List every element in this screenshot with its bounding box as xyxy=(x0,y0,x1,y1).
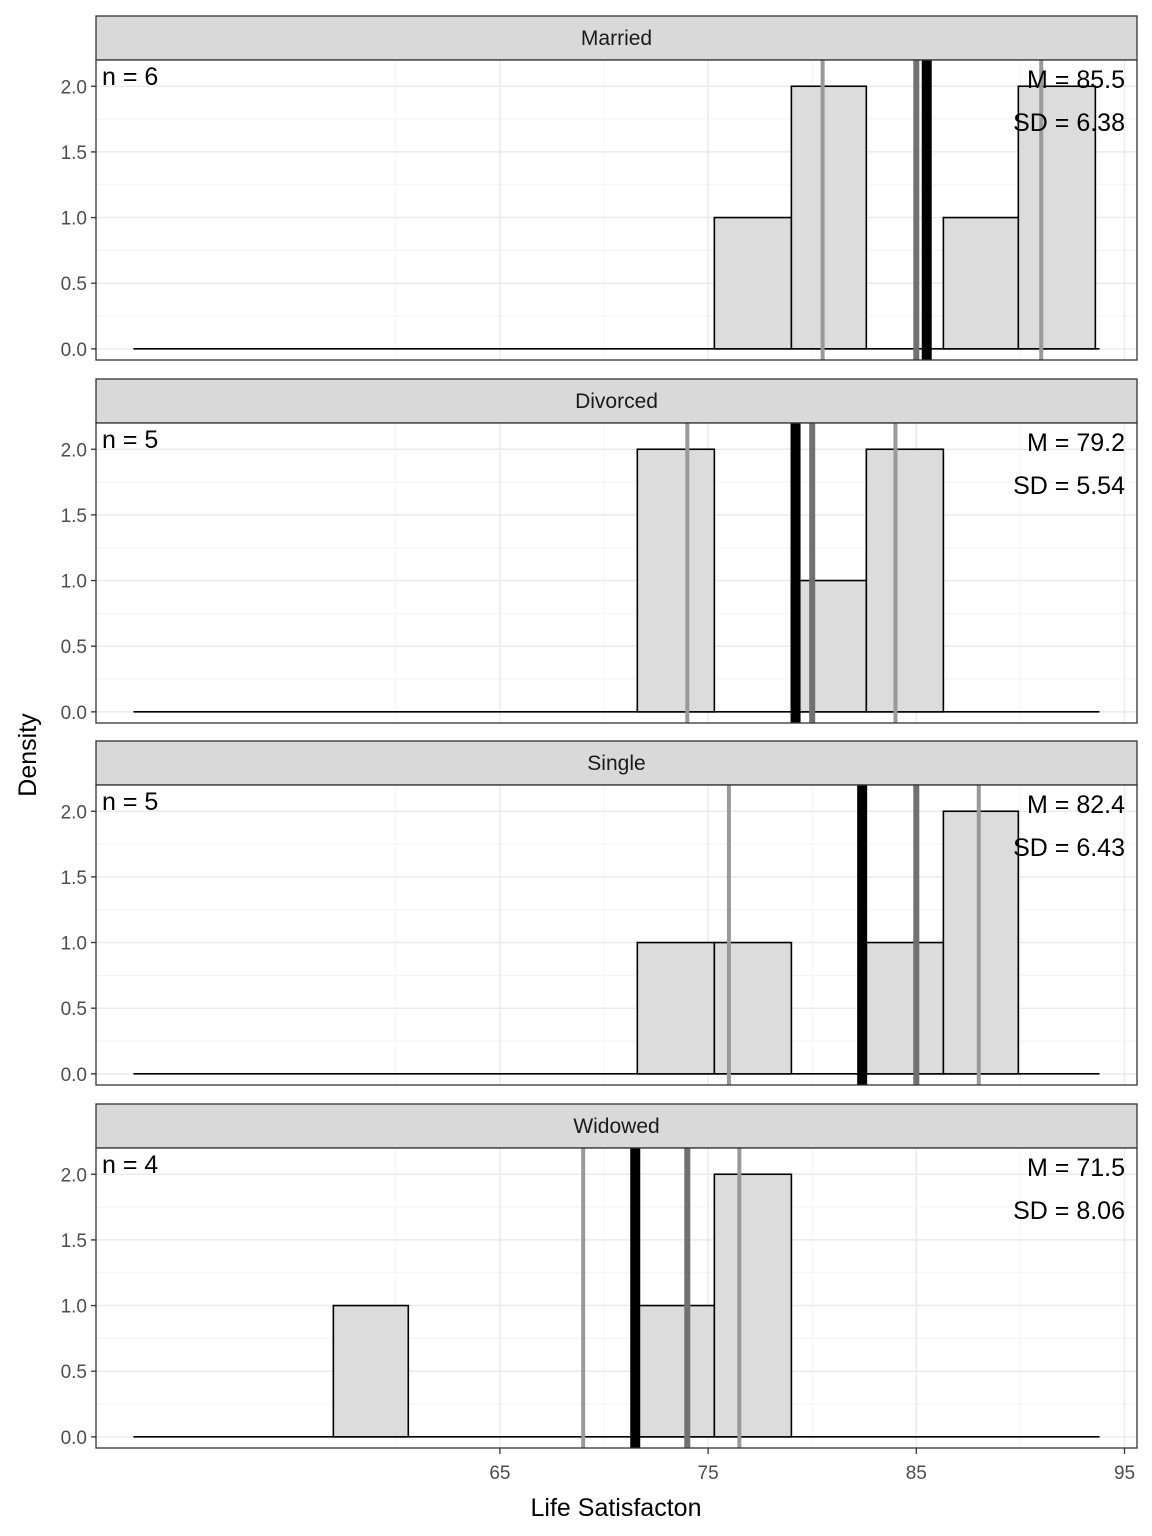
y-tick-label: 1.5 xyxy=(61,868,87,889)
panel-background xyxy=(96,1148,1137,1448)
y-tick-label: 2.0 xyxy=(61,440,87,461)
y-tick-label: 2.0 xyxy=(61,1165,87,1186)
facet-strip xyxy=(95,1103,1138,1149)
y-tick-label: 0.5 xyxy=(61,274,87,295)
histogram-bar xyxy=(636,448,716,713)
mean-annotation: M = 71.5 xyxy=(1027,1154,1125,1182)
x-axis-title: Life Satisfacton xyxy=(531,1494,702,1522)
histogram-bar xyxy=(332,1304,410,1438)
histogram-bar xyxy=(865,448,945,713)
y-tick-label: 0.5 xyxy=(61,999,87,1020)
mean-annotation: M = 85.5 xyxy=(1027,66,1125,94)
y-tick-label: 1.0 xyxy=(61,572,87,593)
n-annotation: n = 6 xyxy=(102,63,158,91)
y-tick-label: 0.5 xyxy=(61,1362,87,1383)
facet-strip-label: Single xyxy=(587,752,645,775)
facet-strip xyxy=(95,378,1138,424)
y-tick-label: 0.0 xyxy=(61,1065,87,1086)
histogram-bar xyxy=(636,1304,716,1438)
histogram-bar xyxy=(790,85,868,350)
sd-annotation: SD = 8.06 xyxy=(1013,1197,1125,1225)
y-tick-label: 1.5 xyxy=(61,1231,87,1252)
y-tick-label: 0.5 xyxy=(61,637,87,658)
facet-panel-widowed: Widowed n = 4 M = 71.5 SD = 8.06 0.0 0.5 1.0 1.… xyxy=(61,1103,1138,1449)
facet-panel-single: Single n = 5 M = 82.4 SD = 6.43 0.0 0.5 1.0 1.5… xyxy=(61,740,1138,1086)
x-tick-label: 85 xyxy=(906,1463,927,1484)
x-tick-label: 95 xyxy=(1114,1463,1135,1484)
y-tick-label: 0.0 xyxy=(61,340,87,361)
y-tick-label: 2.0 xyxy=(61,802,87,823)
y-tick-label: 1.0 xyxy=(61,934,87,955)
histogram-bar xyxy=(713,941,793,1075)
histogram-bar xyxy=(713,216,793,350)
histogram-bar xyxy=(790,579,868,713)
y-tick-label: 2.0 xyxy=(61,77,87,98)
mean-annotation: M = 82.4 xyxy=(1027,791,1125,819)
histogram-bar xyxy=(1017,85,1097,350)
n-annotation: n = 5 xyxy=(102,788,158,816)
panel-border xyxy=(95,1147,1138,1449)
facet-strip-label: Widowed xyxy=(573,1115,659,1138)
facet-strip xyxy=(95,15,1138,61)
facet-strip-label: Divorced xyxy=(575,390,658,413)
histogram-bar xyxy=(942,810,1020,1075)
y-tick-label: 1.5 xyxy=(61,506,87,527)
panel-border xyxy=(95,422,1138,724)
sd-annotation: SD = 6.43 xyxy=(1013,834,1125,862)
panel-background xyxy=(96,423,1137,723)
histogram-bar xyxy=(713,1173,793,1438)
y-tick-label: 1.5 xyxy=(61,143,87,164)
mean-annotation: M = 79.2 xyxy=(1027,429,1125,457)
y-tick-label: 1.0 xyxy=(61,1297,87,1318)
panel-border xyxy=(95,59,1138,361)
x-tick-label: 65 xyxy=(489,1463,510,1484)
sd-annotation: SD = 6.38 xyxy=(1013,109,1125,137)
histogram-bar xyxy=(942,216,1020,350)
n-annotation: n = 5 xyxy=(102,426,158,454)
histogram-bar xyxy=(636,941,716,1075)
sd-annotation: SD = 5.54 xyxy=(1013,472,1125,500)
y-tick-label: 1.0 xyxy=(61,209,87,230)
y-tick-label: 0.0 xyxy=(61,703,87,724)
y-axis-title: Density xyxy=(14,713,42,797)
panel-border xyxy=(95,784,1138,1086)
x-axis: 65 75 85 95 xyxy=(489,1448,1135,1484)
n-annotation: n = 4 xyxy=(102,1151,158,1179)
facet-panel-married: Married n = 6 M = 85.5 SD = 6.38 0.0 0.5 1.0 1.… xyxy=(61,15,1138,361)
x-tick-label: 75 xyxy=(698,1463,719,1484)
histogram-bar xyxy=(865,941,945,1075)
y-tick-label: 0.0 xyxy=(61,1428,87,1449)
facet-strip-label: Married xyxy=(581,27,652,50)
facet-panel-divorced: Divorced n = 5 M = 79.2 SD = 5.54 0.0 0.5 1.0 1… xyxy=(61,378,1138,724)
facet-panels: Married n = 6 M = 85.5 SD = 6.38 0.0 0.5 1.0 1.… xyxy=(61,15,1138,1449)
